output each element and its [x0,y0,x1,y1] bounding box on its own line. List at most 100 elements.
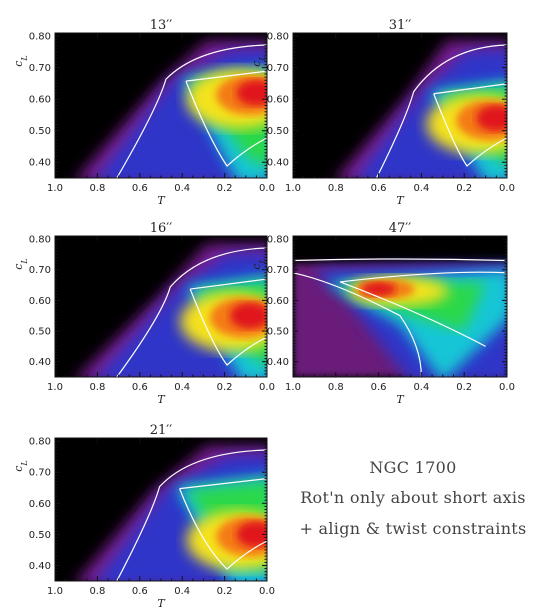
heatmap-surface [77,446,267,581]
y-tick-label: 0.50 [29,126,51,137]
density-peak [361,282,396,297]
heatmap-surface [293,258,507,377]
x-tick-label: 0.6 [132,183,148,194]
x-tick-label: 0.8 [328,382,344,393]
x-tick-label: 0.8 [89,586,105,597]
panel-title: 31′′ [389,18,411,33]
contour-inner [189,278,267,366]
x-tick-label: 0.2 [456,382,472,393]
y-tick-label: 0.80 [267,235,289,246]
contour-inner [179,478,267,570]
y-tick-label: 0.40 [267,158,289,169]
note-galaxy-name: NGC 1700 [369,458,456,477]
panel-title: 16′′ [150,221,172,236]
y-axis-label: cL [250,55,267,66]
y-tick-label: 0.40 [29,357,51,368]
y-tick-label: 0.60 [267,296,289,307]
y-tick-label: 0.70 [29,63,51,74]
x-tick-label: 0.8 [89,382,105,393]
y-tick-label: 0.50 [267,126,289,137]
x-tick-label: 0.2 [217,586,233,597]
x-tick-label: 0.6 [371,183,387,194]
y-tick-label: 0.70 [29,265,51,276]
panel-1: 1.0 0.8 0.6 0.4 0.2 0.0 0.40 0.50 0.60 0.70 0.80 13… [12,18,275,207]
y-tick-label: 0.70 [267,63,289,74]
y-tick-label: 0.60 [267,95,289,106]
x-tick-label: 0.4 [174,382,190,393]
contour-outer [375,44,507,178]
note-rotation: Rot'n only about short axis [300,488,526,507]
y-tick-label: 0.80 [29,235,51,246]
x-tick-label: 0.2 [217,183,233,194]
contour-outer [116,44,267,178]
x-tick-label: 0.0 [499,382,515,393]
panel-title: 47′′ [389,221,411,236]
contour-outer [293,258,507,377]
x-tick-label: 0.4 [413,183,429,194]
y-tick-label: 0.70 [29,468,51,479]
y-tick-label: 0.50 [267,327,289,338]
density-peak [476,105,507,132]
x-axis-label: T [396,194,405,207]
panel-3: 1.0 0.8 0.6 0.4 0.2 0.0 0.40 0.50 0.60 0.70 0.80 16… [12,221,275,406]
x-tick-label: 0.0 [259,586,275,597]
x-tick-label: 0.0 [499,183,515,194]
x-tick-label: 0.4 [174,586,190,597]
x-tick-label: 0.4 [174,183,190,194]
x-axis-label: T [157,194,166,207]
y-tick-label: 0.50 [29,530,51,541]
x-tick-label: 1.0 [285,183,301,194]
panel-5: 1.0 0.8 0.6 0.4 0.2 0.0 0.40 0.50 0.60 0.70 0.80 21… [12,423,275,610]
figure-note: NGC 1700 Rot'n only about short axis + a… [299,458,526,538]
x-tick-label: 0.0 [259,382,275,393]
density-peak [230,302,267,329]
panel-title: 21′′ [150,423,172,438]
y-tick-label: 0.70 [267,265,289,276]
x-tick-label: 0.2 [217,382,233,393]
x-tick-label: 0.8 [328,183,344,194]
heatmap-surface [336,41,507,178]
y-tick-label: 0.40 [29,158,51,169]
x-tick-label: 1.0 [47,183,63,194]
contour-inner [433,83,507,167]
y-tick-label: 0.80 [29,32,51,43]
panel-2: 1.0 0.8 0.6 0.4 0.2 0.0 0.40 0.50 0.60 0.70 0.80 31… [250,18,515,207]
x-tick-label: 0.0 [259,183,275,194]
y-tick-label: 0.80 [267,32,289,43]
x-tick-label: 1.0 [47,382,63,393]
y-axis-label: cL [250,258,267,269]
x-axis-label: T [157,597,166,610]
y-tick-label: 0.40 [267,357,289,368]
x-tick-label: 1.0 [47,586,63,597]
density-peak [236,79,267,106]
contour-inner [185,70,267,167]
y-axis-label: cL [12,55,29,66]
x-tick-label: 0.4 [413,382,429,393]
x-tick-label: 0.6 [371,382,387,393]
x-tick-label: 0.6 [132,586,148,597]
heatmap-surface [77,41,267,178]
x-tick-label: 0.2 [456,183,472,194]
panels-layer: 1.0 0.8 0.6 0.4 0.2 0.0 0.40 0.50 0.60 0.70 0.80 13… [12,18,515,610]
heatmap-surface [77,244,267,377]
panel-4: 1.0 0.8 0.6 0.4 0.2 0.0 0.40 0.50 0.60 0.70 0.80 47… [250,221,515,406]
y-tick-label: 0.60 [29,499,51,510]
x-tick-label: 1.0 [285,382,301,393]
y-tick-label: 0.60 [29,95,51,106]
y-tick-label: 0.80 [29,437,51,448]
contour-outer [116,449,267,581]
panel-title: 13′′ [150,18,172,33]
y-tick-label: 0.50 [29,327,51,338]
x-axis-label: T [157,393,166,406]
y-axis-label: cL [12,460,29,471]
contour-outer [116,247,267,377]
x-axis-label: T [396,393,405,406]
y-tick-label: 0.60 [29,296,51,307]
contour-inner [339,271,507,347]
y-axis-label: cL [12,258,29,269]
density-peak [236,521,267,548]
x-tick-label: 0.8 [89,183,105,194]
x-tick-label: 0.6 [132,382,148,393]
note-constraints: + align & twist constraints [299,519,526,538]
